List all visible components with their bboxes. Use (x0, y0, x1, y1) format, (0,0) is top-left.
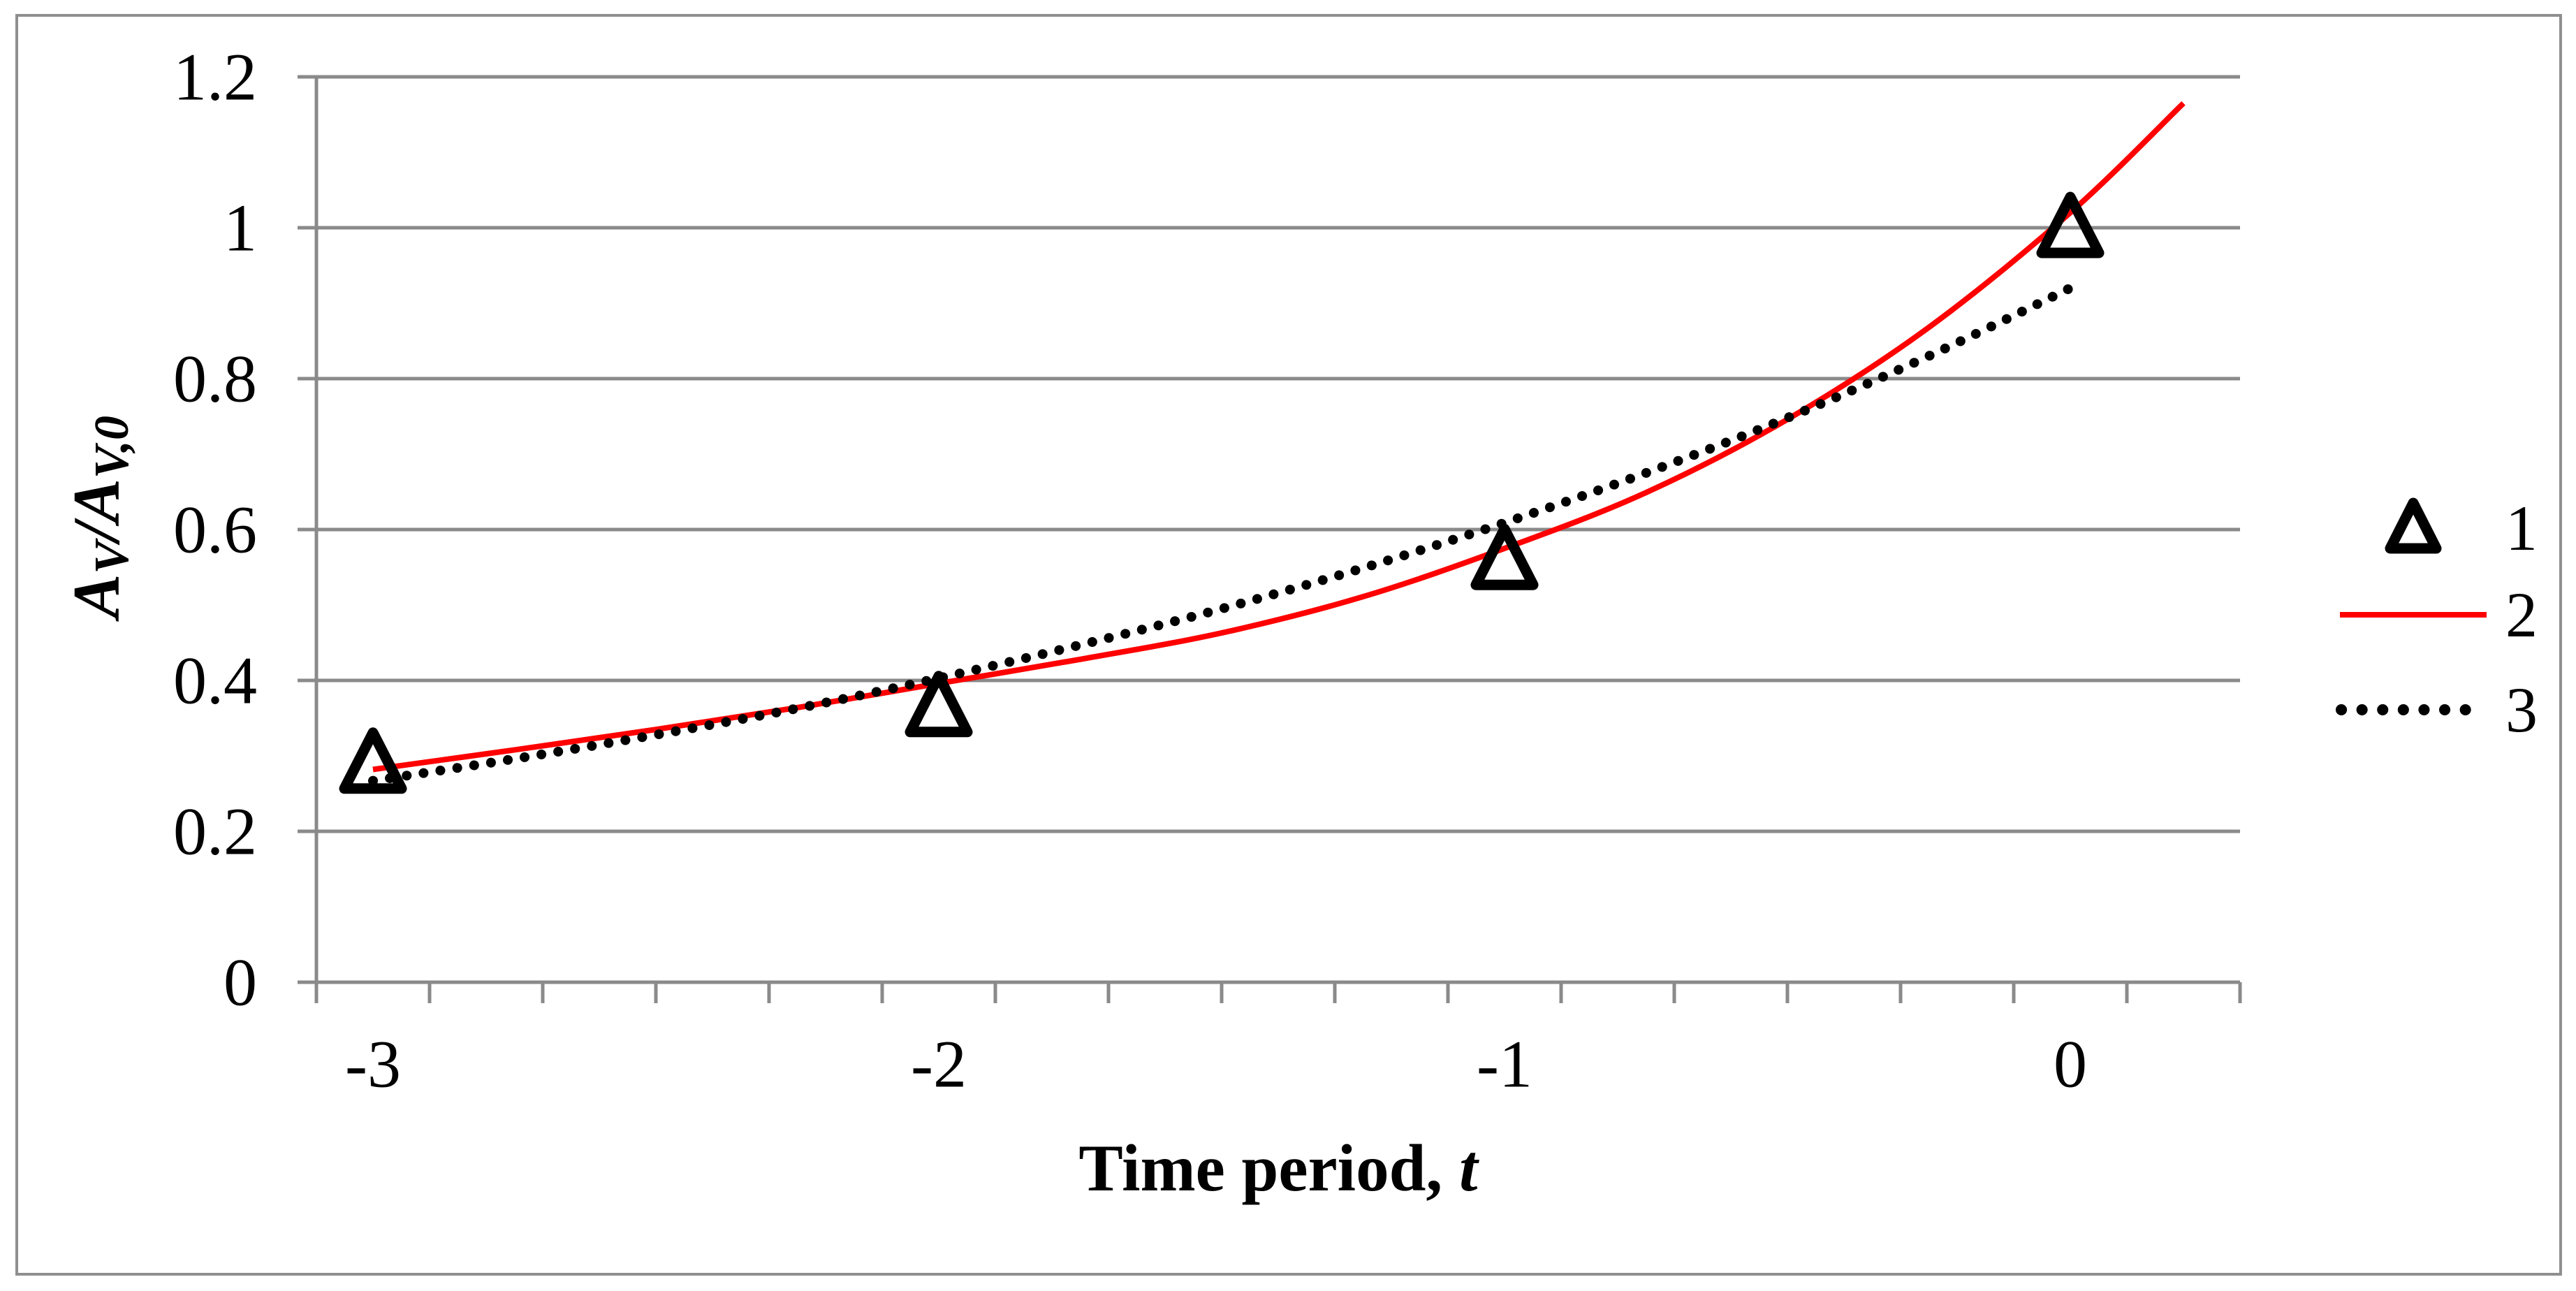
figure-border (15, 14, 2562, 1276)
y-title-base2: /A (59, 479, 133, 546)
y-tick-label: 0.8 (173, 342, 257, 416)
x-title-text: Time period, (1078, 1131, 1442, 1205)
data-point-marker-triangle (1470, 523, 1539, 590)
plot-series (339, 101, 2186, 794)
model-curve-series-2 (372, 101, 2186, 773)
dotted-trend-curve-series-3 (368, 283, 2075, 786)
y-tick-labels: 0 0.2 0.4 0.6 0.8 1 1.2 (173, 40, 257, 1020)
data-point-marker-triangle (905, 671, 973, 738)
data-point-marker-triangle (2036, 191, 2105, 258)
y-title-sub1: V (85, 538, 139, 574)
y-tick-label: 0 (224, 945, 257, 1020)
y-axis-title: AV/AV,0 (59, 416, 139, 622)
x-tick-label: -3 (345, 1027, 401, 1102)
y-title-sub2: V,0 (85, 416, 139, 479)
x-tick-labels: -3 -2 -1 0 (345, 1027, 2087, 1102)
x-tick-label: -2 (911, 1027, 967, 1102)
x-tick-label: -1 (1477, 1027, 1532, 1102)
y-tick-label: 1 (224, 191, 257, 265)
legend-marker-triangle (2385, 497, 2442, 554)
legend-label-2: 2 (2505, 579, 2538, 650)
data-point-marker-triangle (339, 727, 407, 794)
tick-marks (298, 75, 2242, 1003)
legend-label-1: 1 (2505, 493, 2538, 564)
x-tick-label: 0 (2054, 1027, 2087, 1102)
axes (314, 77, 2240, 1003)
x-title-variable: t (1459, 1131, 1479, 1205)
x-axis-title: Time period, t (1078, 1131, 1479, 1205)
gridlines (316, 75, 2240, 833)
y-tick-label: 0.4 (173, 643, 257, 718)
legend: 1 2 3 (2336, 493, 2538, 745)
y-tick-label: 0.6 (173, 493, 257, 567)
y-tick-label: 1.2 (173, 40, 257, 115)
legend-label-3: 3 (2505, 674, 2538, 745)
y-title-base1: A (59, 574, 133, 622)
y-tick-label: 0.2 (173, 794, 257, 869)
